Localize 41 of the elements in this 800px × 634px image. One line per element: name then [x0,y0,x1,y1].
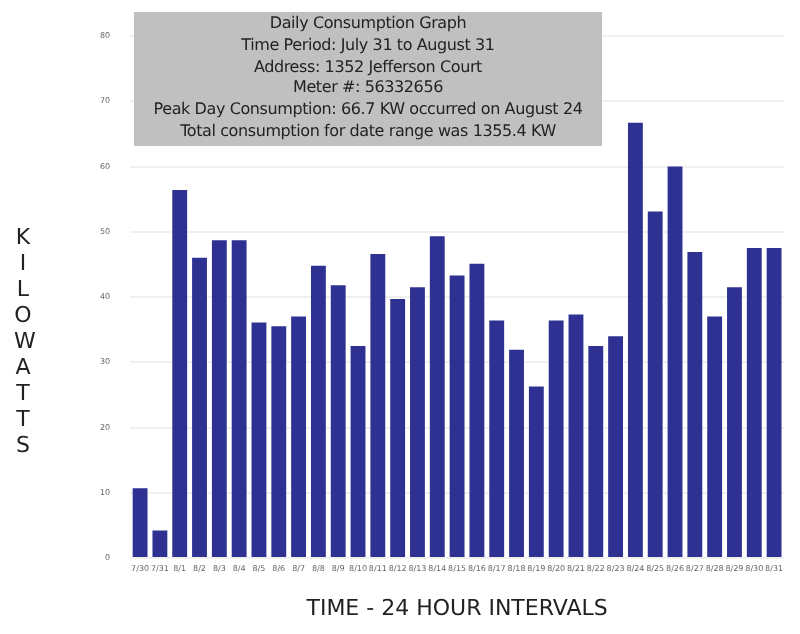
annotation: Meter #: 56332656 [291,78,445,101]
bar [330,285,346,557]
bar [350,345,366,557]
bar [588,345,604,557]
annotation: Peak Day Consumption: 66.7 KW occurred on August 24 [151,100,585,122]
annotation: Total consumption for date range was 1355.4 KW [178,121,558,144]
bar [509,349,524,557]
bar [310,265,326,557]
bar [608,336,624,557]
bar [647,211,663,557]
bar [548,320,564,557]
bar [489,320,505,557]
chart-title: Daily Consumption Graph [267,14,469,36]
bar [627,122,643,557]
bar [429,236,445,557]
annotation: Address: 1352 Jefferson Court [252,57,484,79]
bar [211,240,227,557]
bar [687,251,703,557]
bar [192,257,207,557]
text: KILOWATTS [14,224,36,458]
bar [469,263,485,557]
bar [231,240,247,557]
bar [568,314,584,557]
bar [370,253,386,557]
bar [707,316,723,557]
x-axis-title: TIME - 24 HOUR INTERVALS [304,594,608,621]
bar [291,316,307,557]
bar [528,386,544,557]
bar [390,298,406,557]
bar [251,322,267,557]
bar [271,326,287,557]
bar [667,166,683,557]
bar [132,488,148,557]
bar [746,248,762,557]
bar [410,287,425,557]
bar [449,275,465,557]
bar [152,530,168,557]
bar [727,287,742,557]
annotation: Time Period: July 31 to August 31 [239,35,497,58]
bar [766,248,782,557]
bar [172,189,188,557]
